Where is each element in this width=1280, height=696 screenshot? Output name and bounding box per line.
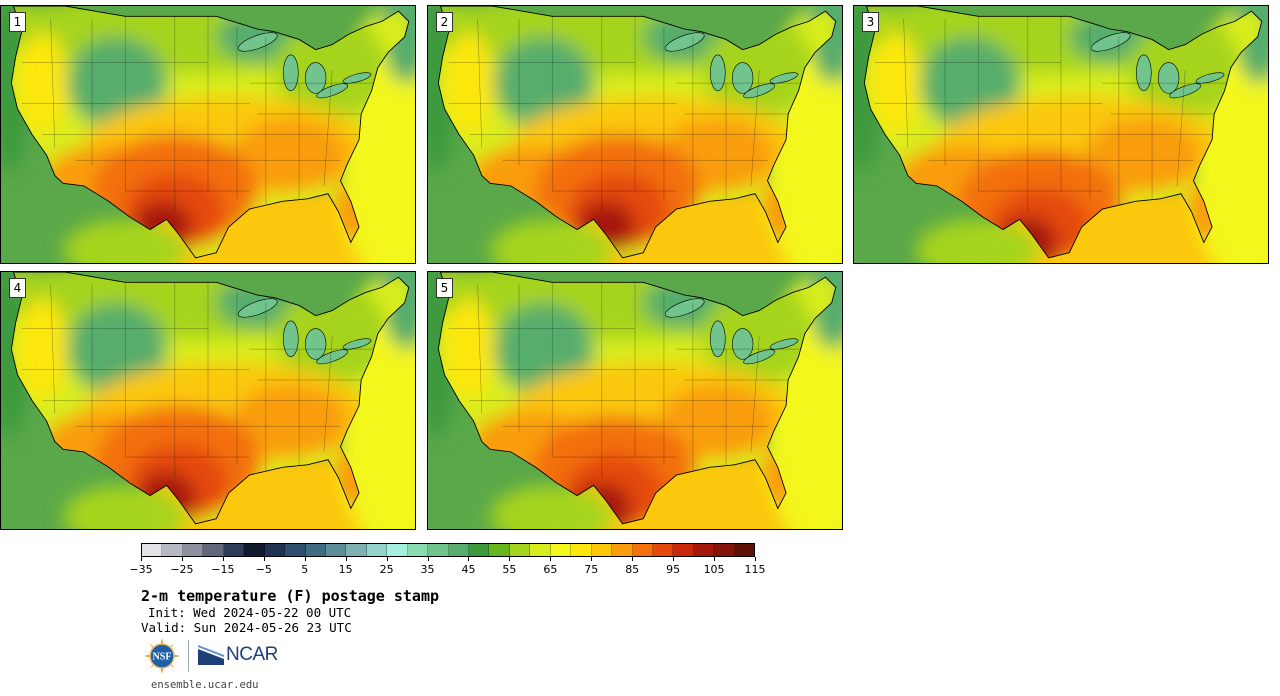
colorbar-tick-mark <box>181 557 183 561</box>
postage-stamp-panel-1: 1 <box>0 5 416 264</box>
colorbar-tick-mark <box>141 557 142 561</box>
colorbar-segment <box>244 544 265 556</box>
panel-number-label: 5 <box>436 278 453 298</box>
temperature-map <box>854 6 1268 263</box>
colorbar-segment <box>305 544 326 556</box>
colorbar-ticks: −35 −25 −15 −5 5 15 25 35 45 55 65 75 85 95 105 115 <box>129 557 766 577</box>
temperature-map <box>1 6 415 263</box>
site-url: ensemble.ucar.edu <box>151 679 259 691</box>
colorbar-tick-label: 5 <box>301 563 309 576</box>
colorbar-segment <box>714 544 735 556</box>
temperature-colorbar <box>141 543 755 557</box>
nsf-logo-text: NSF <box>153 652 172 663</box>
colorbar-segment <box>530 544 551 556</box>
colorbar-segment <box>366 544 388 556</box>
nsf-logo-icon: NSF <box>144 638 180 674</box>
colorbar-segment <box>142 544 163 556</box>
colorbar-tick-mark <box>468 557 470 561</box>
colorbar-tick-mark <box>509 557 511 561</box>
colorbar-segment <box>652 544 674 556</box>
colorbar-segment <box>325 544 347 556</box>
colorbar-tick-mark <box>304 557 306 561</box>
colorbar-tick-mark <box>263 557 265 561</box>
colorbar-tick-label: −35 <box>129 563 153 576</box>
colorbar-tick-mark <box>714 557 716 561</box>
colorbar-tick-label: 45 <box>461 563 476 576</box>
colorbar-tick-label: 115 <box>744 563 766 576</box>
colorbar-tick-mark <box>550 557 552 561</box>
colorbar-tick-label: 55 <box>502 563 517 576</box>
colorbar-segment <box>346 544 367 556</box>
colorbar-tick-label: 105 <box>703 563 725 576</box>
colorbar-tick-mark <box>591 557 593 561</box>
colorbar-segment <box>632 544 653 556</box>
colorbar-segment <box>550 544 572 556</box>
colorbar-segment <box>407 544 429 556</box>
logo-divider <box>188 640 189 672</box>
colorbar-tick-label: 25 <box>379 563 394 576</box>
colorbar-tick-label: 95 <box>666 563 681 576</box>
temperature-map <box>1 272 415 529</box>
colorbar-segment <box>591 544 613 556</box>
ncar-mark-icon <box>198 645 224 665</box>
ncar-logo-text: NCAR <box>226 644 278 665</box>
colorbar-segment <box>693 544 715 556</box>
panel-number-label: 4 <box>9 278 26 298</box>
colorbar-tick-label: 15 <box>338 563 353 576</box>
colorbar-segment <box>734 544 755 556</box>
colorbar-tick-label: −5 <box>255 563 272 576</box>
colorbar-tick-mark <box>632 557 634 561</box>
colorbar-tick-mark <box>222 557 224 561</box>
ncar-logo: NCAR <box>198 644 278 666</box>
temperature-map <box>428 6 842 263</box>
colorbar-tick-label: 65 <box>543 563 558 576</box>
init-time: Init: Wed 2024-05-22 00 UTC <box>148 605 352 620</box>
colorbar-tick-mark <box>755 557 756 561</box>
colorbar-segment <box>571 544 592 556</box>
panel-number-label: 3 <box>862 12 879 32</box>
colorbar-segment <box>203 544 224 556</box>
colorbar-tick-mark <box>673 557 675 561</box>
panel-number-label: 2 <box>436 12 453 32</box>
postage-stamp-panel-4: 4 <box>0 271 416 530</box>
colorbar-segment <box>428 544 449 556</box>
colorbar-tick-label: −25 <box>170 563 194 576</box>
colorbar-tick-label: 75 <box>584 563 599 576</box>
colorbar-tick-mark <box>386 557 388 561</box>
postage-stamp-panel-2: 2 <box>427 5 843 264</box>
panel-number-label: 1 <box>9 12 26 32</box>
colorbar-segment <box>264 544 286 556</box>
colorbar-tick-label: 35 <box>420 563 435 576</box>
colorbar-segment <box>448 544 469 556</box>
postage-stamp-panel-5: 5 <box>427 271 843 530</box>
colorbar-segment <box>469 544 490 556</box>
colorbar-segment <box>509 544 531 556</box>
colorbar-segment <box>612 544 633 556</box>
colorbar-tick-mark <box>345 557 347 561</box>
colorbar-tick-mark <box>427 557 429 561</box>
colorbar-segment <box>223 544 245 556</box>
postage-stamp-panel-3: 3 <box>853 5 1269 264</box>
colorbar-segment <box>182 544 204 556</box>
colorbar-segment <box>285 544 306 556</box>
temperature-map <box>428 272 842 529</box>
valid-time: Valid: Sun 2024-05-26 23 UTC <box>141 620 352 635</box>
colorbar-segment <box>162 544 183 556</box>
colorbar-segment <box>673 544 694 556</box>
colorbar-tick-label: −15 <box>211 563 235 576</box>
chart-title: 2-m temperature (F) postage stamp <box>141 587 440 605</box>
colorbar-tick-label: 85 <box>625 563 640 576</box>
colorbar-segment <box>489 544 510 556</box>
colorbar-segment <box>387 544 408 556</box>
